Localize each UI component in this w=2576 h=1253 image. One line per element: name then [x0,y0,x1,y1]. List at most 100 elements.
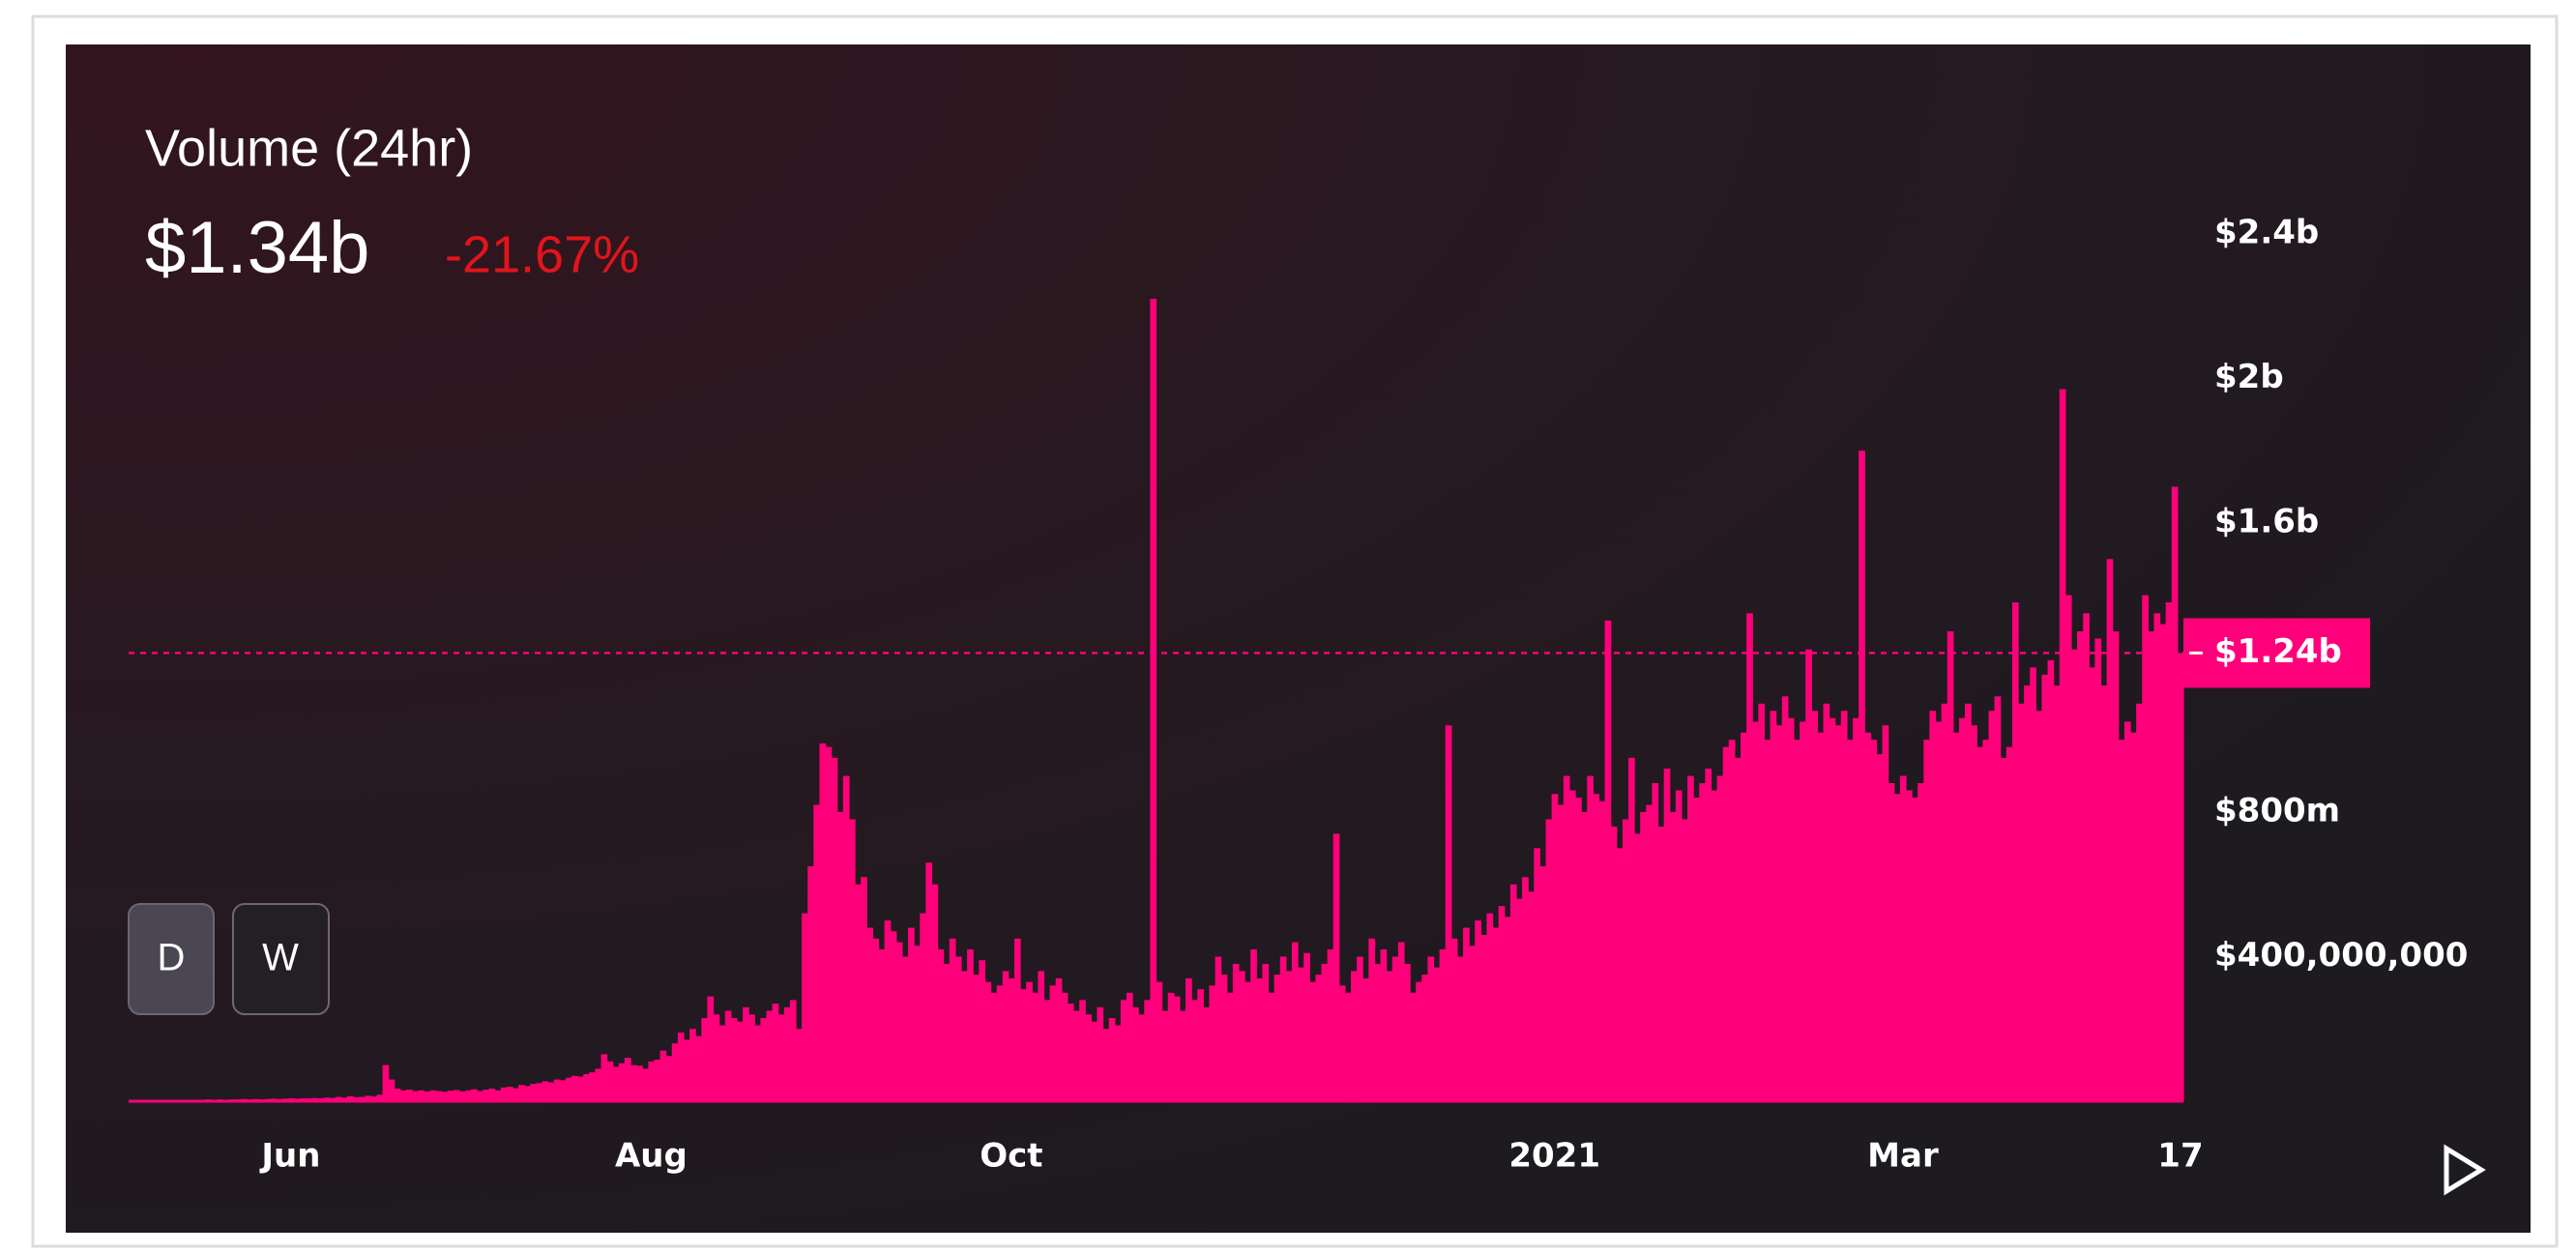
bar [388,1079,395,1101]
bar [1410,992,1417,1101]
bar [1303,952,1310,1101]
bar [2112,631,2120,1101]
bar [1988,711,1996,1101]
bar [1351,971,1358,1101]
bar [1332,833,1340,1101]
bar [1888,783,1895,1101]
bar [1244,981,1251,1101]
bar [1764,740,1771,1101]
bar [878,948,886,1101]
bar [1150,299,1157,1101]
bar [447,1091,454,1101]
bar [553,1079,561,1101]
bar [1893,794,1901,1101]
bar [1870,740,1878,1101]
bar [1705,769,1712,1101]
bar [665,1056,673,1101]
bar [1191,1000,1198,1101]
x-tick-label: 17 [2157,1137,2203,1176]
bar [2030,667,2036,1101]
bar [376,1094,384,1101]
bar [1994,696,2002,1101]
bar [848,819,856,1101]
bar [1539,866,1547,1101]
bar [494,1090,502,1101]
bar [1008,977,1015,1101]
bar [2100,685,2108,1101]
bar [1817,732,1825,1101]
bar [1226,992,1234,1101]
bar [1238,971,1245,1101]
x-tick-label: 2021 [1508,1137,1600,1176]
bar [1616,848,1624,1101]
bar [1327,948,1334,1101]
bar [954,956,962,1101]
bar [1587,775,1594,1101]
bar [984,981,992,1101]
bar [1829,717,1836,1101]
button-w[interactable] [232,903,330,1015]
bar [1215,956,1222,1101]
bar [583,1073,590,1101]
bar [777,1014,785,1101]
bar [2171,486,2179,1101]
bar [1912,797,1918,1101]
bar [1362,977,1369,1101]
bar [724,1010,732,1101]
bar [1374,963,1382,1101]
bar [1781,696,1789,1101]
bar [1315,975,1323,1101]
bar [329,1097,337,1101]
bar [1445,725,1452,1101]
bar [1038,971,1045,1101]
bar [1681,819,1688,1101]
bar [1273,975,1281,1101]
bar [1475,920,1481,1101]
bar [783,1006,791,1101]
bar [1250,948,1257,1101]
bar [1646,804,1654,1101]
button-label[interactable]: D [158,937,186,979]
bar [901,956,909,1101]
bar [2130,732,2137,1101]
bar [1534,848,1541,1101]
bar [1391,956,1399,1101]
bar [1982,740,1990,1101]
button-d[interactable] [128,903,215,1015]
bar [1899,775,1907,1101]
bar [1882,725,1889,1101]
bar [654,1060,661,1101]
bar [1114,1025,1122,1101]
bar [2070,649,2078,1101]
button-label[interactable]: W [262,937,299,979]
bar [1126,992,1133,1101]
bar [2153,613,2161,1101]
bar [973,975,980,1101]
bar [760,1018,768,1101]
bar [453,1090,460,1101]
chart-title: Volume (24hr) [145,119,473,177]
bar [1976,746,1983,1101]
bar [1840,711,1848,1101]
bar [1593,794,1600,1101]
bar [1805,649,1812,1101]
bar [872,938,880,1101]
bar [1669,811,1677,1101]
bar [1528,891,1535,1101]
bar [1427,956,1435,1101]
bar [1741,732,1747,1101]
bar [2024,685,2031,1101]
bar [1132,1006,1139,1101]
bars [129,299,2184,1102]
bar [866,927,873,1101]
bar [2047,659,2055,1101]
play-icon[interactable] [2444,1144,2486,1196]
bar [353,1096,360,1101]
bar [1728,740,1736,1101]
bar [1640,811,1647,1101]
bar [2083,613,2090,1101]
bar [1551,794,1559,1101]
bar [630,1064,637,1101]
bar [2148,631,2155,1101]
bar [418,1090,424,1101]
